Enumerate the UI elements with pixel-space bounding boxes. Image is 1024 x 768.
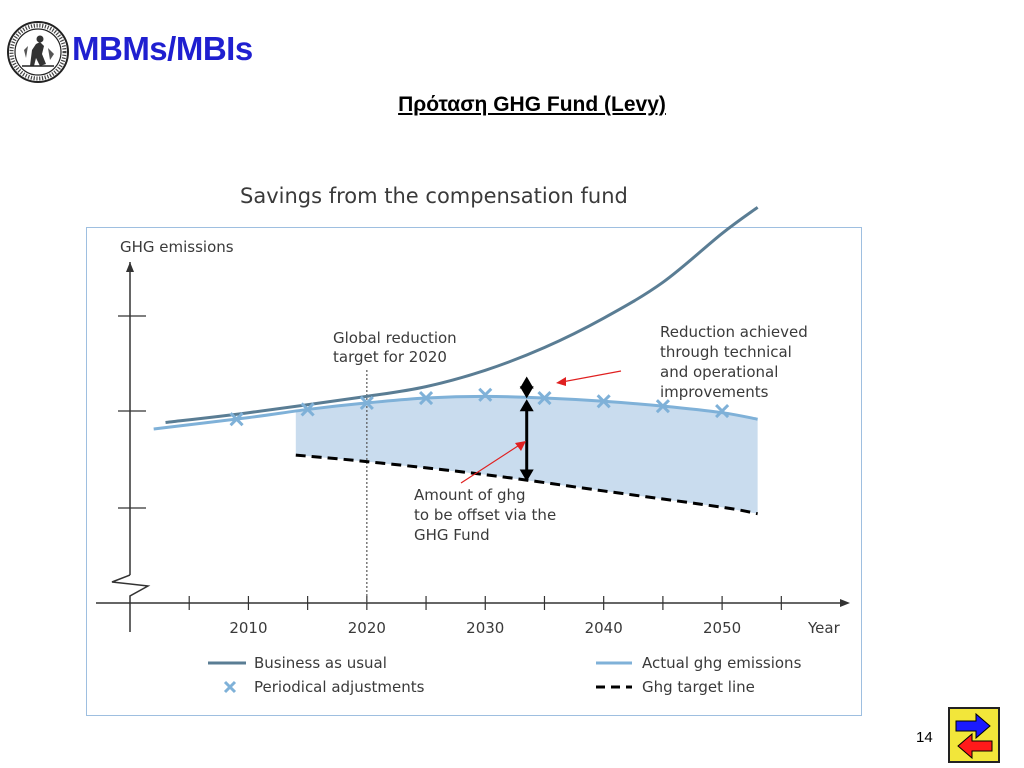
university-seal-icon <box>7 21 69 83</box>
x-axis-arrowhead <box>840 599 850 607</box>
adjustment-marker-2009 <box>229 412 244 427</box>
x-axis-label: Year <box>807 619 841 637</box>
adjustment-marker-2030 <box>478 387 493 402</box>
label-offset-line-1: Amount of ghg <box>414 486 526 504</box>
legend: Business as usual Actual ghg emissions Per… <box>208 654 802 696</box>
x-tick-label-2050: 2050 <box>703 619 741 637</box>
slide-subtitle: Πρόταση GHG Fund (Levy) <box>398 93 666 116</box>
adjustment-marker-2020 <box>359 395 374 410</box>
series-ghg-target-line <box>295 453 758 516</box>
pointer-offset <box>460 443 522 484</box>
legend-item-ghg-target-line: Ghg target line <box>596 678 755 696</box>
series-business-as-usual <box>165 206 759 424</box>
label-offset-line-3: GHG Fund <box>414 526 490 544</box>
x-tick-label-2020: 2020 <box>348 619 386 637</box>
label-offset-line-2: to be offset via the <box>414 506 556 524</box>
legend-item-actual-ghg-emissions: Actual ghg emissions <box>596 654 802 672</box>
pointer-technical-head <box>556 377 566 386</box>
x-tick-label-2040: 2040 <box>585 619 623 637</box>
page-number: 14 <box>916 729 933 746</box>
chart-title: Savings from the compensation fund <box>240 184 628 208</box>
target-2020-label-line-2: target for 2020 <box>333 348 447 366</box>
slide-nav-button[interactable] <box>948 707 1000 763</box>
label-technical-line-3: and operational <box>660 363 778 381</box>
adjustment-marker-2015 <box>300 402 315 417</box>
adjustment-marker-2045 <box>655 399 670 414</box>
deck-title: MBMs/MBIs <box>72 30 253 67</box>
adjustment-marker-2025 <box>418 390 434 406</box>
legend-label: Periodical adjustments <box>254 678 425 696</box>
y-axis-label: GHG emissions <box>120 238 234 256</box>
chart-frame <box>86 227 862 716</box>
next-previous-arrows-icon <box>955 712 993 760</box>
y-axis-arrowhead <box>126 262 134 272</box>
legend-label: Ghg target line <box>642 678 755 696</box>
target-2020-label-line-1: Global reduction <box>333 329 457 347</box>
legend-label: Actual ghg emissions <box>642 654 802 672</box>
y-axis-break <box>111 574 151 632</box>
pointer-technical <box>561 370 622 383</box>
arrow-technical-improvements <box>519 376 534 399</box>
pointer-offset-head <box>515 441 526 451</box>
label-technical-line-4: improvements <box>660 383 769 401</box>
label-technical-line-2: through technical <box>660 343 792 361</box>
series-layer <box>153 206 759 516</box>
arrow-ghg-fund-offset <box>519 399 534 482</box>
label-technical-line-1: Reduction achieved <box>660 323 808 341</box>
legend-item-business-as-usual: Business as usual <box>208 654 387 672</box>
adjustment-marker-2050 <box>715 404 730 419</box>
x-tick-label-2030: 2030 <box>466 619 504 637</box>
legend-label: Business as usual <box>254 654 387 672</box>
adjustment-marker-2035 <box>537 390 552 406</box>
axes: GHG emissions 2010 2020 2030 2040 2050 Year <box>96 238 850 637</box>
x-tick-label-2010: 2010 <box>229 619 267 637</box>
adjustment-marker-2040 <box>596 394 611 409</box>
legend-item-periodical-adjustments: Periodical adjustments <box>223 678 425 696</box>
